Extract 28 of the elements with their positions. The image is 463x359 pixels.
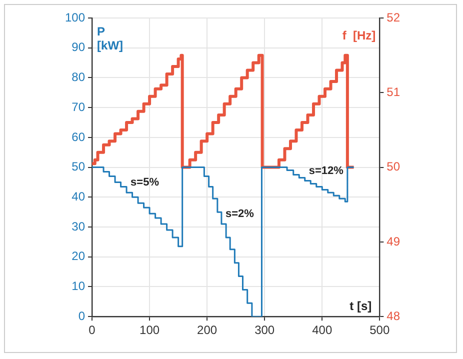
y2-tick-label: 49 (386, 234, 400, 248)
x-tick-label: 500 (370, 323, 390, 338)
y-tick-label: 70 (72, 100, 86, 114)
x-axis-title: t [s] (350, 298, 372, 313)
y-tick-label: 10 (72, 279, 86, 294)
y-tick-label: 90 (72, 40, 86, 54)
x-tick-label: 0 (88, 323, 96, 338)
y-tick-label: 60 (72, 130, 86, 144)
annotation: s=12% (308, 164, 344, 177)
y2-tick-label: 52 (386, 10, 400, 24)
y2-axis-title: f [Hz] (342, 28, 376, 42)
y-tick-label: 100 (64, 10, 86, 24)
y-tick-label: 80 (72, 70, 86, 84)
x-tick-label: 100 (140, 323, 160, 338)
annotation: s=5% (130, 176, 160, 189)
y-tick-label: 0 (78, 308, 86, 323)
y2-tick-label: 48 (386, 308, 400, 323)
y-tick-label: 30 (72, 219, 86, 234)
x-tick-label: 300 (254, 323, 275, 338)
y-tick-label: 50 (72, 160, 86, 174)
x-tick-label: 200 (197, 323, 218, 338)
y-axis-title: P [kW] (97, 24, 124, 52)
y-tick-label: 20 (72, 249, 86, 264)
annotation: s=2% (225, 208, 254, 220)
y-tick-label: 40 (72, 189, 86, 204)
y2-tick-label: 51 (386, 84, 400, 99)
x-tick-label: 400 (312, 323, 332, 338)
y2-tick-label: 50 (386, 160, 400, 174)
